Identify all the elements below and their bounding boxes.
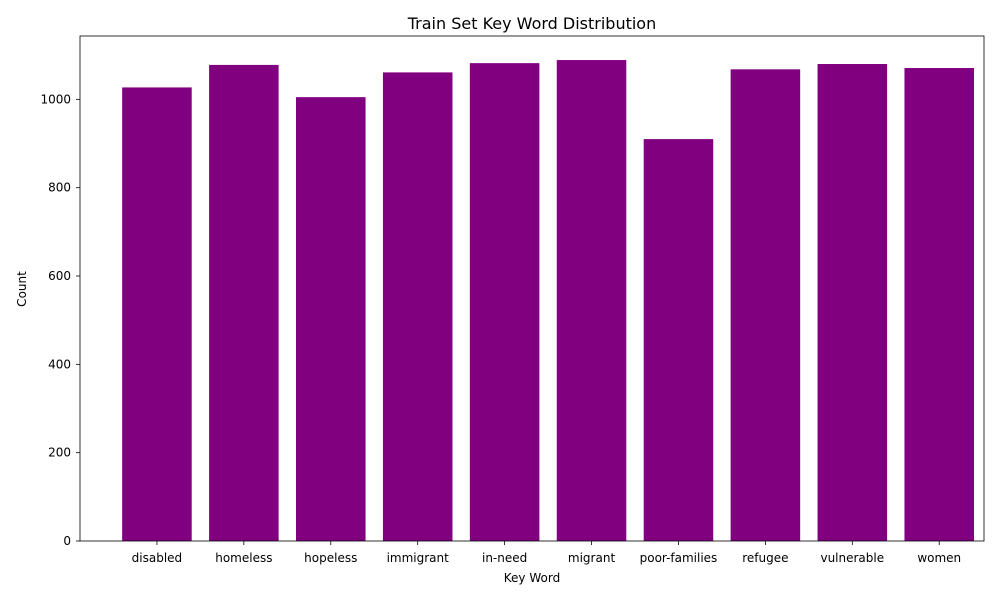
x-tick-label: women bbox=[917, 551, 961, 565]
y-tick-label: 200 bbox=[48, 446, 71, 460]
bar-women bbox=[904, 68, 975, 541]
x-tick-label: hopeless bbox=[304, 551, 357, 565]
x-tick-label: in-need bbox=[482, 551, 527, 565]
x-tick-label: vulnerable bbox=[820, 551, 884, 565]
bar-in-need bbox=[469, 63, 540, 541]
plot-frame bbox=[79, 35, 985, 542]
x-tick-label: migrant bbox=[568, 551, 616, 565]
bar-disabled bbox=[122, 87, 192, 542]
y-axis-label: Count bbox=[15, 271, 29, 307]
y-tick-label: 800 bbox=[48, 181, 71, 195]
y-tick-label: 0 bbox=[63, 534, 71, 548]
y-tick-label: 400 bbox=[48, 357, 71, 371]
bar-hopeless bbox=[296, 97, 366, 542]
bars-layer bbox=[122, 60, 975, 542]
bar-vulnerable bbox=[817, 64, 888, 542]
bar-migrant bbox=[556, 60, 627, 542]
x-tick-label: disabled bbox=[132, 551, 183, 565]
y-tick-label: 600 bbox=[48, 269, 71, 283]
x-tick-label: poor-families bbox=[640, 551, 718, 565]
x-tick-label: homeless bbox=[215, 551, 272, 565]
x-tick-label: refugee bbox=[742, 551, 788, 565]
bar-poor-families bbox=[643, 139, 714, 541]
y-tick-label: 1000 bbox=[40, 92, 71, 106]
axes-layer: disabled homeless hopeless immigrant in-need… bbox=[40, 35, 985, 565]
bar-homeless bbox=[209, 64, 279, 541]
x-axis-label: Key Word bbox=[504, 571, 560, 585]
x-tick-label: immigrant bbox=[387, 551, 450, 565]
bar-immigrant bbox=[382, 72, 453, 541]
chart-title: Train Set Key Word Distribution bbox=[407, 14, 656, 33]
bar-refugee bbox=[730, 69, 801, 541]
